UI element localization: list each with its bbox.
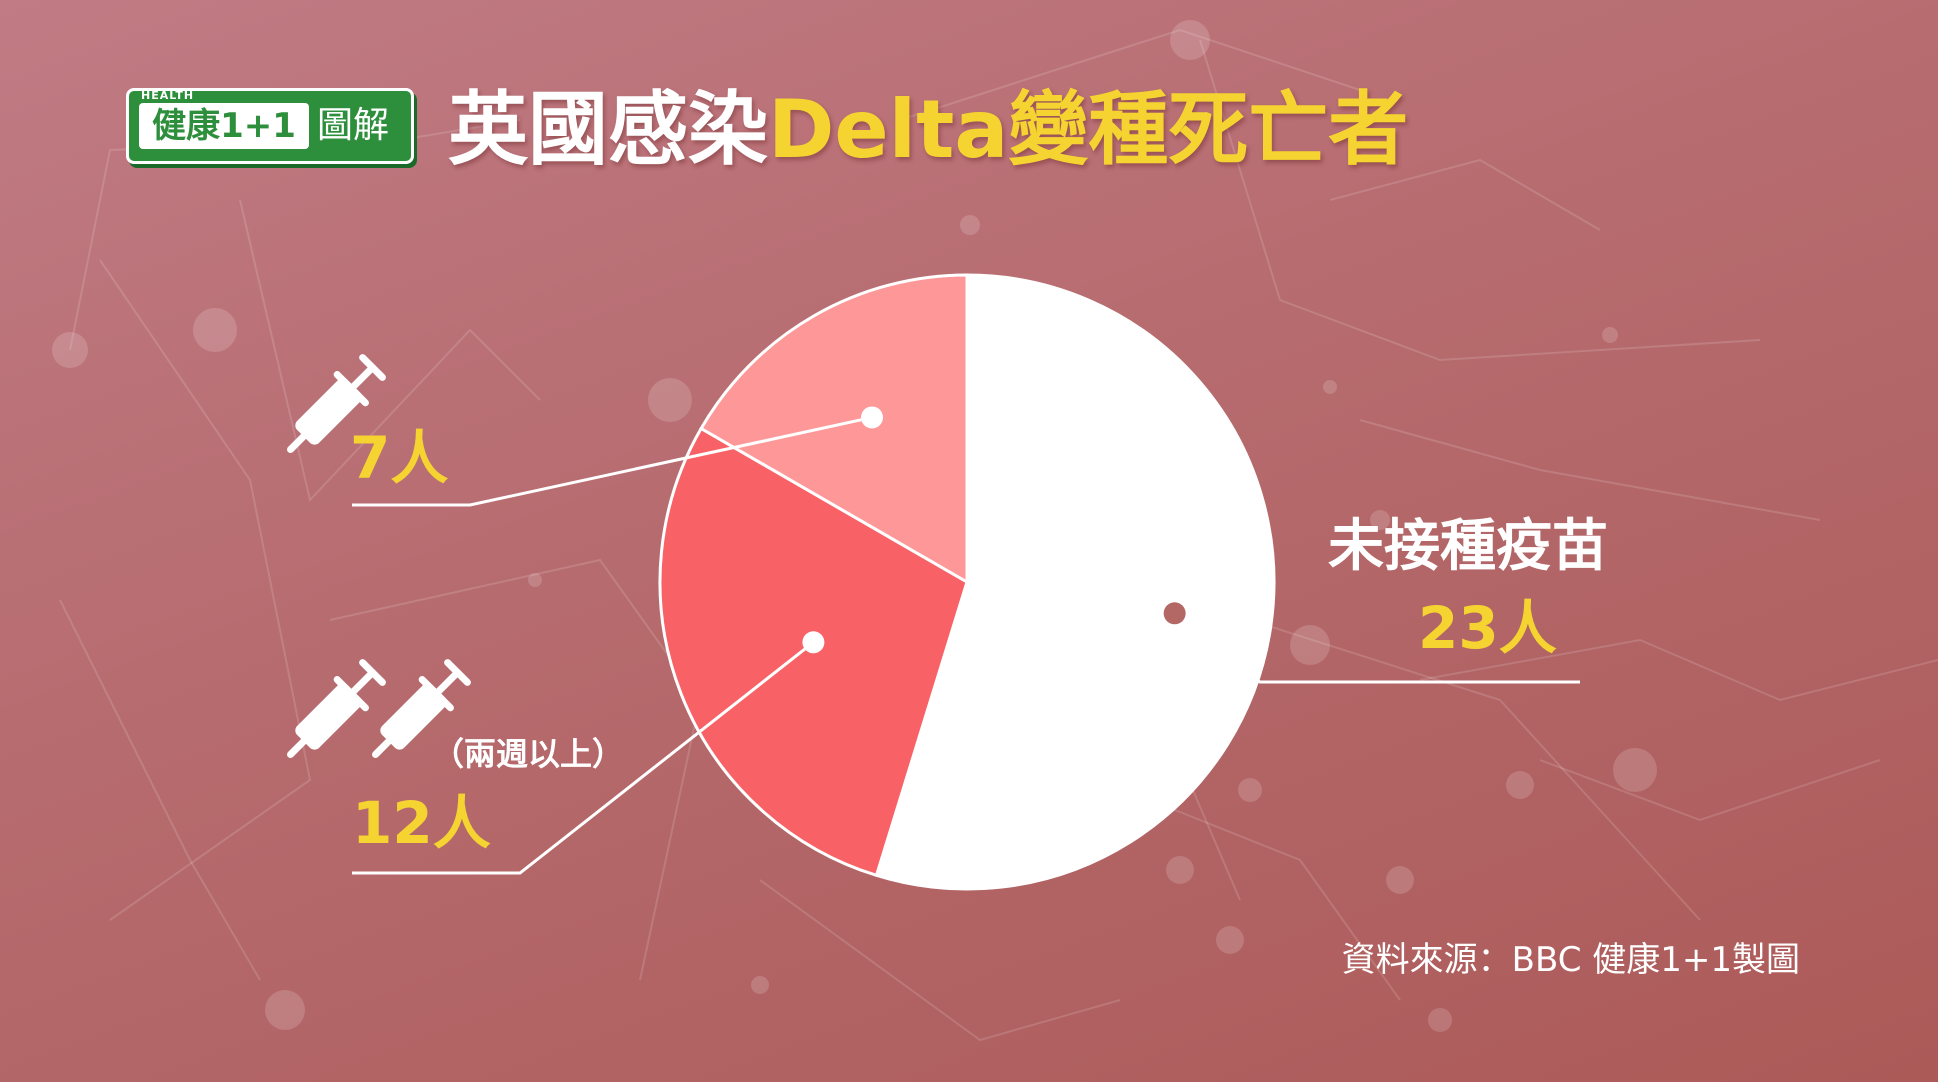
leader-line-one-dose xyxy=(352,415,873,507)
slice-value-one-dose: 7人 xyxy=(350,424,449,492)
slice-label-unvaccinated: 未接種疫苗 xyxy=(1328,514,1608,579)
logo-tag: HEALTH xyxy=(141,89,195,102)
leader-dot-one-dose xyxy=(861,406,883,429)
logo-brand: 健康1+1 xyxy=(139,103,309,149)
leader-dot-two-doses xyxy=(802,631,825,654)
logo-sub: 圖解 xyxy=(317,105,390,146)
pie-slice-unvaccinated xyxy=(874,273,1276,891)
leader-dot-unvaccinated xyxy=(1163,602,1186,625)
title-part-yellow: Delta變種死亡者 xyxy=(768,83,1409,176)
brand-logo: HEALTH 健康1+1 圖解 xyxy=(126,88,414,164)
leader-line-two-doses xyxy=(352,641,815,875)
source-note: 資料來源：BBC 健康1+1製圖 xyxy=(1341,940,1800,980)
syringe-icon xyxy=(372,659,471,758)
title-part-white: 英國感染 xyxy=(448,83,768,176)
pie-slice-one-dose xyxy=(699,273,969,585)
chart-title: 英國感染Delta變種死亡者 xyxy=(448,82,1408,178)
slice-value-two-doses: 12人 xyxy=(352,789,491,857)
leader-line-unvaccinated xyxy=(1173,612,1580,684)
syringe-icon xyxy=(287,659,386,758)
syringe-icon xyxy=(287,354,386,453)
slice-value-unvaccinated: 23人 xyxy=(1418,594,1557,662)
slice-note-two-doses: （兩週以上） xyxy=(432,735,625,773)
